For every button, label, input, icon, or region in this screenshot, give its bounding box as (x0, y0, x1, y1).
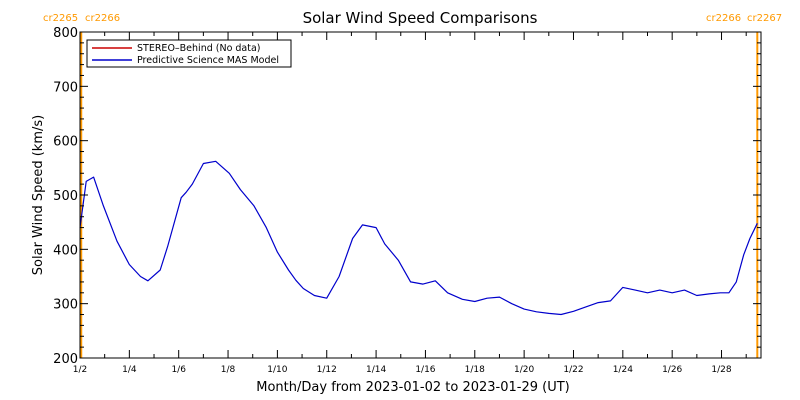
x-tick-label: 1/18 (465, 365, 485, 375)
y-tick-label: 400 (53, 243, 78, 258)
x-tick-label: 1/6 (171, 365, 186, 375)
carrington-label-left-2: cr2266 (85, 13, 120, 24)
y-axis-label: Solar Wind Speed (km/s) (31, 115, 46, 275)
y-tick-label: 800 (53, 26, 78, 41)
x-tick-label: 1/20 (514, 365, 534, 375)
legend-label-stereo: STEREO–Behind (No data) (137, 43, 261, 54)
carrington-lines (80, 32, 759, 358)
series-line-mas-model (79, 160, 758, 316)
x-tick-label: 1/24 (613, 365, 633, 375)
chart-title: Solar Wind Speed Comparisons (303, 9, 538, 27)
x-axis: 1/2 1/4 1/6 1/8 1/10 1/12 1/14 1/16 1/18 1/20 1/22… (73, 32, 747, 375)
y-axis: 200 300 400 500 600 700 800 (53, 26, 761, 367)
legend-label-mas: Predictive Science MAS Model (137, 55, 279, 66)
x-tick-label: 1/28 (711, 365, 731, 375)
carrington-label-right-1: cr2266 (706, 13, 741, 24)
carrington-label-left-1: cr2265 (43, 13, 78, 24)
series-layer (79, 160, 758, 316)
x-tick-label: 1/10 (267, 365, 287, 375)
x-tick-label: 1/14 (366, 365, 386, 375)
y-tick-label: 500 (53, 189, 78, 204)
x-tick-label: 1/2 (73, 365, 87, 375)
x-tick-label: 1/4 (122, 365, 137, 375)
y-tick-label: 600 (53, 135, 78, 150)
x-tick-label: 1/8 (221, 365, 236, 375)
x-axis-label: Month/Day from 2023-01-02 to 2023-01-29 … (256, 380, 569, 395)
y-tick-label: 700 (53, 80, 78, 95)
plot-frame (79, 31, 762, 359)
carrington-label-right-2: cr2267 (747, 13, 782, 24)
x-tick-label: 1/12 (317, 365, 337, 375)
y-tick-label: 300 (53, 298, 78, 313)
legend-box (86, 39, 292, 68)
y-tick-label: 200 (53, 352, 78, 367)
legend: STEREO–Behind (No data) Predictive Scien… (86, 39, 292, 68)
x-tick-label: 1/16 (415, 365, 435, 375)
x-tick-label: 1/26 (662, 365, 682, 375)
x-tick-label: 1/22 (563, 365, 583, 375)
